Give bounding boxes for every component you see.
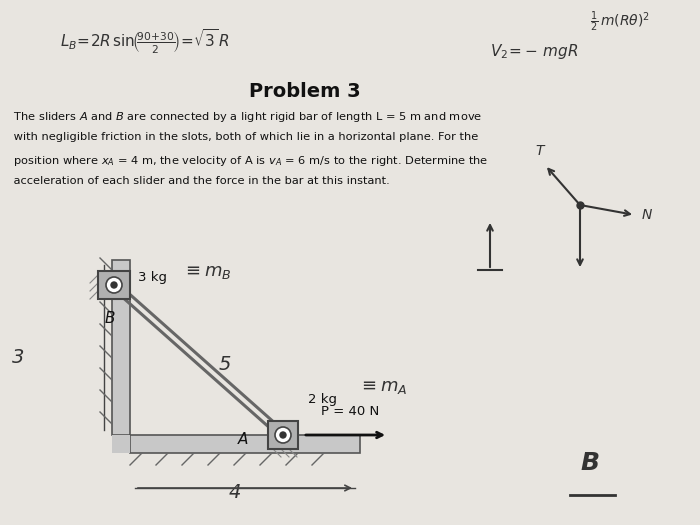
Text: position where $x_A$ = 4 m, the velocity of A is $v_A$ = 6 m/s to the right. Det: position where $x_A$ = 4 m, the velocity… (10, 154, 489, 168)
Text: N: N (642, 208, 652, 222)
Text: with negligible friction in the slots, both of which lie in a horizontal plane. : with negligible friction in the slots, b… (10, 132, 478, 142)
Text: 4: 4 (229, 483, 241, 502)
Text: 3: 3 (12, 348, 24, 367)
Circle shape (111, 282, 117, 288)
Bar (268, 421, 298, 449)
Circle shape (280, 432, 286, 438)
Bar (112, 435, 130, 453)
Text: 5: 5 (218, 355, 231, 374)
Text: B: B (105, 311, 116, 326)
Bar (98, 271, 130, 299)
Text: T: T (536, 144, 545, 158)
Circle shape (106, 277, 122, 293)
Circle shape (275, 427, 291, 443)
Text: $\frac{1}{2}\,m(R\theta)^2$: $\frac{1}{2}\,m(R\theta)^2$ (590, 10, 650, 34)
Text: $L_B\!=\!2R\,\sin\!\!\left(\!\frac{90\!+\!30}{2}\!\right)\!=\!\sqrt{3}\,R$: $L_B\!=\!2R\,\sin\!\!\left(\!\frac{90\!+… (60, 28, 230, 56)
Text: 3 kg: 3 kg (138, 271, 167, 284)
Bar (130, 435, 360, 453)
Text: $\equiv m_B$: $\equiv m_B$ (182, 263, 232, 281)
Text: P = 40 N: P = 40 N (321, 405, 379, 418)
Text: $\equiv m_A$: $\equiv m_A$ (358, 378, 407, 396)
Text: Problem 3: Problem 3 (249, 82, 360, 101)
Bar (112, 260, 130, 435)
Text: 2 kg: 2 kg (308, 393, 337, 406)
Text: A: A (238, 433, 248, 447)
Text: B: B (580, 451, 599, 475)
Text: The sliders $\it{A}$ and $\it{B}$ are connected by a light rigid bar of length L: The sliders $\it{A}$ and $\it{B}$ are co… (10, 110, 482, 124)
Text: acceleration of each slider and the force in the bar at this instant.: acceleration of each slider and the forc… (10, 176, 390, 186)
Text: $V_2\!=\!-\,mgR$: $V_2\!=\!-\,mgR$ (490, 42, 578, 61)
